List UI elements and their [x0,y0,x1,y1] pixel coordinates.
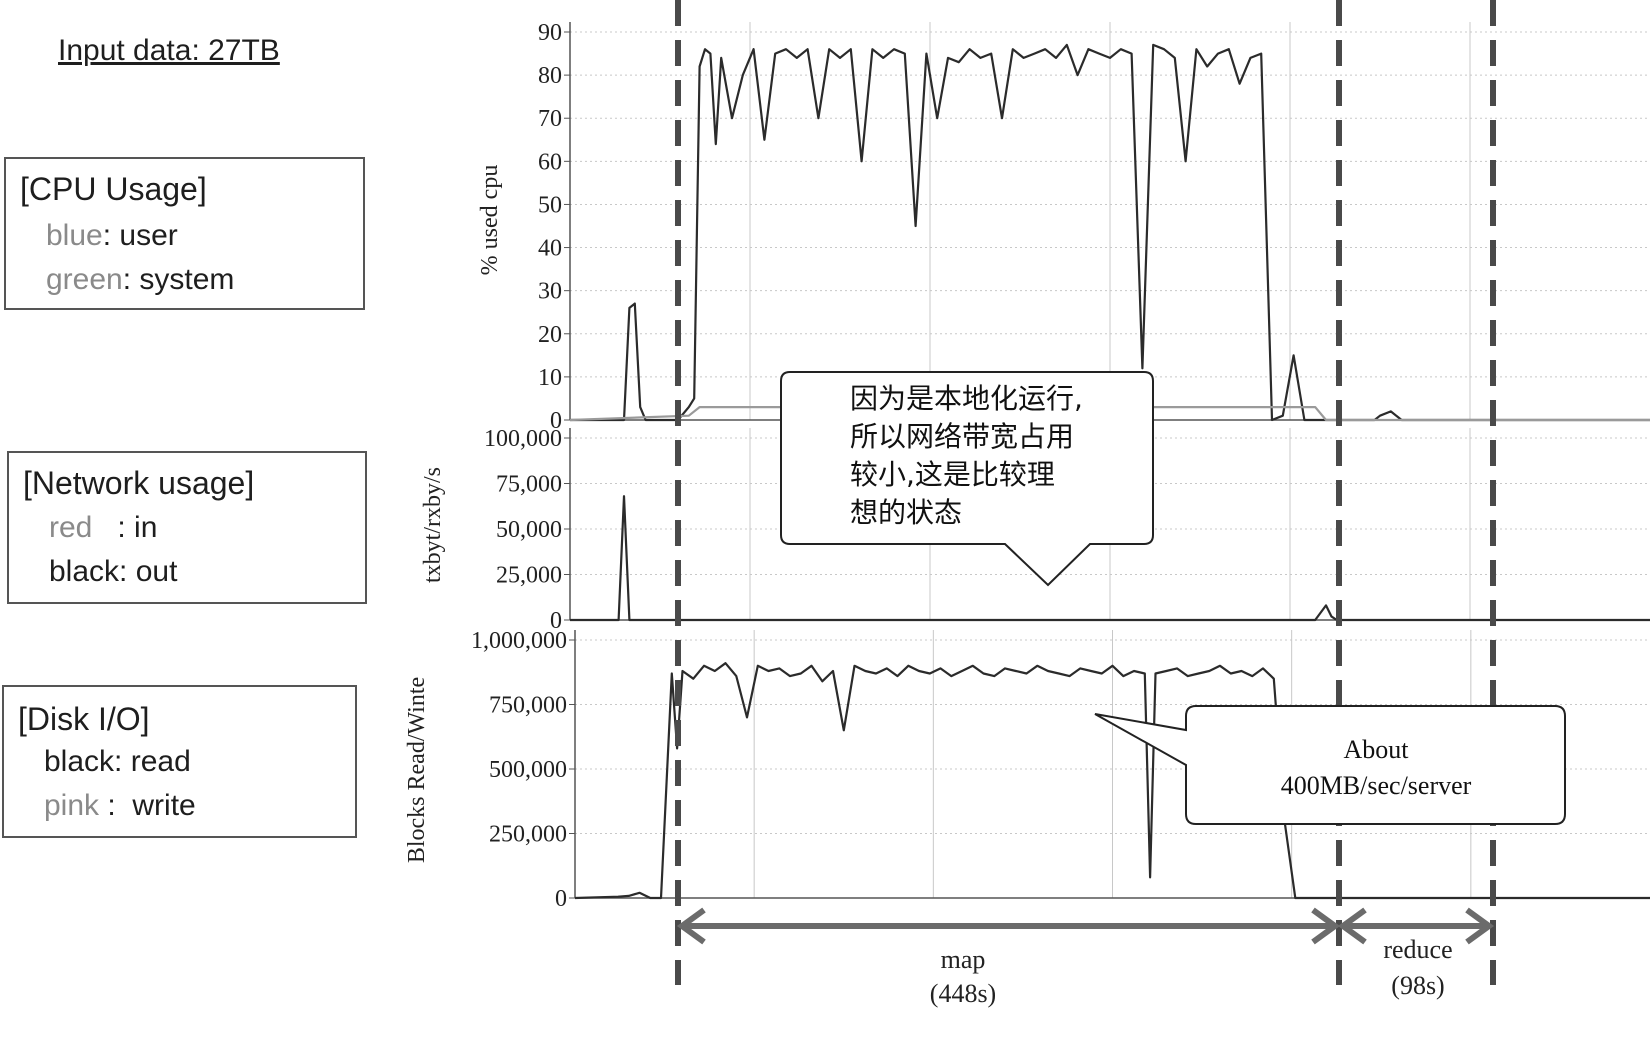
network-callout-line: 想的状态 [850,496,962,529]
network-legend-out: black: out [49,555,178,588]
y-tick-label: 25,000 [496,563,562,589]
y-tick-label: 0 [555,886,567,912]
reduce-arrow-head-right [1465,907,1495,945]
y-axis-label: % used cpu [477,165,503,276]
y-tick-label: 500,000 [489,757,567,783]
map-arrow-head-right [1311,907,1341,945]
disk-callout-line: About [1344,735,1410,764]
y-tick-label: 90 [538,20,562,46]
series-line-out [570,495,1650,622]
network-callout-line: 所以网络带宽占用 [850,420,1074,453]
chart-panel-3: 1,000,000 750,000 500,000 250,000 0 Blocks Re… [404,628,1650,912]
network-legend-in: red : in [49,511,158,544]
cpu-legend-system: green: system [46,263,235,296]
chart-panel-1: 90 80 70 60 50 40 30 20 10 0 % used cpu [477,20,1650,434]
disk-legend-write: pink : write [44,789,196,822]
y-axis-label: txbyt/rxby/s [420,467,446,583]
y-tick-label: 10 [538,365,562,391]
y-tick-label: 75,000 [496,472,562,498]
reduce-arrow-head-left [1337,907,1367,945]
disk-legend-read: black: read [44,745,191,778]
reduce-label: reduce [1383,935,1452,964]
y-tick-label: 20 [538,322,562,348]
cpu-legend-user: blue: user [46,219,178,252]
map-label: map [941,945,986,974]
y-tick-label: 1,000,000 [471,628,567,654]
y-tick-label: 0 [550,608,562,634]
y-tick-label: 80 [538,63,562,89]
cpu-legend-heading: [CPU Usage] [20,171,207,207]
y-tick-label: 70 [538,106,562,132]
page-title: Input data: 27TB [58,34,280,67]
y-tick-label: 0 [550,408,562,434]
reduce-duration: (98s) [1391,971,1444,1000]
disk-callout-line: 400MB/sec/server [1281,771,1472,800]
map-duration: (448s) [930,979,996,1008]
y-tick-label: 60 [538,149,562,175]
network-callout-line: 较小,这是比较理 [850,458,1055,491]
y-tick-label: 50,000 [496,517,562,543]
cpu-legend: [CPU Usage] blue: user green: system [4,157,365,310]
network-callout-bubble [780,371,1154,587]
y-tick-label: 30 [538,279,562,305]
disk-legend: [Disk I/O] black: read pink : write [2,685,357,838]
disk-callout-bubble [1094,705,1566,825]
y-tick-label: 250,000 [489,822,567,848]
y-tick-label: 100,000 [484,426,562,452]
network-legend: [Network usage] red : in black: out [7,451,367,604]
map-arrow-head-left [676,907,706,945]
y-tick-label: 50 [538,192,562,218]
y-axis-label: Blocks Read/Winte [404,677,430,863]
disk-callout: About 400MB/sec/server [1094,705,1566,825]
disk-legend-heading: [Disk I/O] [18,701,150,737]
y-tick-label: 750,000 [489,693,567,719]
network-legend-heading: [Network usage] [23,465,255,501]
network-callout-line: 因为是本地化运行, [850,382,1083,415]
y-tick-label: 40 [538,236,562,262]
series-line-read [574,662,1650,900]
